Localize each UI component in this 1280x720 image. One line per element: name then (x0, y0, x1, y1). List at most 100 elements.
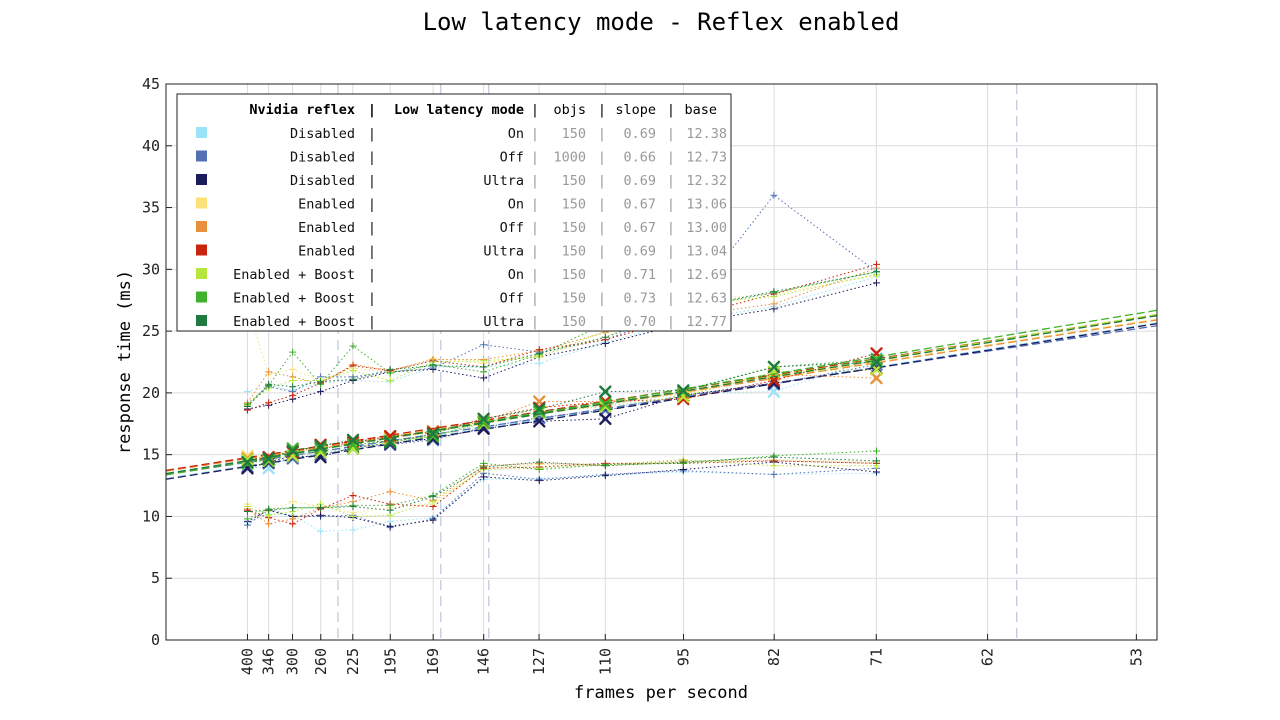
legend-sep: | (531, 173, 539, 189)
legend-sep: | (598, 220, 606, 236)
legend-reflex: Enabled (298, 197, 355, 213)
data-point-plus (289, 391, 297, 399)
data-point-median (599, 385, 612, 398)
x-tick-label: 346 (260, 648, 278, 675)
legend-mode: Ultra (483, 244, 524, 260)
legend-sep: | (667, 126, 675, 142)
x-tick-label: 71 (867, 648, 885, 666)
data-point-median (477, 412, 490, 426)
legend-sep: | (667, 291, 675, 307)
x-tick-label: 225 (344, 648, 362, 675)
legend-header-base: base (684, 102, 717, 118)
x-tick-label: 82 (765, 648, 783, 666)
chart-title: Low latency mode - Reflex enabled (423, 8, 900, 36)
legend-sep: | (667, 267, 675, 283)
x-tick-label: 146 (475, 648, 493, 675)
legend-base: 12.63 (686, 291, 727, 307)
legend-objs: 150 (562, 314, 586, 330)
fit-line (165, 314, 1158, 472)
data-point-plus (873, 260, 881, 268)
data-point-plus (679, 458, 687, 466)
data-point-plus (289, 348, 297, 356)
legend-base: 12.69 (686, 267, 727, 283)
legend-sep: | (598, 126, 606, 142)
data-point-median (346, 438, 360, 451)
legend-mode: On (508, 126, 524, 142)
legend-mode: Ultra (483, 314, 524, 330)
x-tick-label: 400 (238, 648, 256, 675)
legend-rows: Disabled | On | 150 | 0.69 | 12.38 Disabled | Off | 1… (196, 126, 727, 330)
legend-sep: | (531, 220, 539, 236)
legend-sep: | (531, 126, 539, 142)
legend-slope: 0.69 (623, 173, 656, 189)
data-point-plus (265, 520, 273, 528)
legend-swatch (196, 268, 207, 279)
data-point-median (870, 355, 883, 369)
data-point-median (870, 371, 883, 385)
data-point-plus (243, 402, 251, 410)
legend-base: 12.73 (686, 150, 727, 166)
data-point-plus (873, 268, 881, 276)
data-point-plus (386, 506, 394, 514)
data-point-median (767, 360, 781, 374)
data-point-plus (480, 374, 488, 382)
legend-sep: | (667, 197, 675, 213)
median-line (247, 367, 877, 469)
legend-swatch (196, 174, 207, 185)
legend-slope: 0.69 (623, 126, 656, 142)
fit-line (165, 318, 1158, 472)
data-point-plus (873, 457, 881, 465)
data-point-plus (601, 472, 609, 480)
data-point-plus (265, 399, 273, 407)
legend-header-slope: slope (615, 102, 656, 118)
legend-objs: 150 (562, 126, 586, 142)
data-point-plus (289, 520, 297, 528)
data-point-plus (349, 367, 357, 375)
data-point-median (346, 433, 360, 447)
data-point-plus (535, 477, 543, 485)
legend-sep: | (368, 220, 376, 236)
data-point-plus (386, 488, 394, 496)
legend-objs: 150 (562, 197, 586, 213)
fit-line (165, 322, 1158, 480)
legend-objs: 150 (562, 220, 586, 236)
data-point-plus (679, 465, 687, 473)
legend-base: 13.06 (686, 197, 727, 213)
data-point-plus (265, 368, 273, 376)
legend-sep: | (531, 197, 539, 213)
x-tick-label: 127 (530, 648, 548, 675)
legend-sep: | (368, 267, 376, 283)
data-point-median (677, 384, 690, 397)
fit-line (165, 323, 1158, 480)
x-tick-label: 53 (1127, 648, 1145, 666)
legend-swatch (196, 291, 207, 303)
legend-sep: | (598, 173, 606, 189)
data-point-median (767, 365, 781, 379)
legend-slope: 0.67 (623, 220, 656, 236)
data-point-plus (349, 491, 357, 499)
x-tick-label: 300 (284, 648, 302, 675)
legend-sep: | (667, 173, 675, 189)
data-point-plus (289, 504, 297, 512)
legend-sep: | (368, 150, 376, 166)
data-point-plus (601, 333, 609, 341)
data-point-plus (317, 527, 325, 535)
legend-header-sep: | (598, 102, 606, 118)
x-tick-label: 169 (424, 648, 442, 675)
data-point-plus (770, 470, 778, 478)
data-point-plus (535, 458, 543, 466)
data-point-median (533, 415, 546, 428)
legend-sep: | (667, 314, 675, 330)
data-point-plus (317, 511, 325, 519)
fit-line (165, 325, 1158, 476)
legend-sep: | (598, 244, 606, 260)
data-point-plus (317, 388, 325, 396)
plot-frame (165, 83, 1158, 641)
legend-slope: 0.73 (623, 291, 656, 307)
legend-sep: | (667, 244, 675, 260)
data-point-plus (601, 462, 609, 470)
legend-reflex: Disabled (290, 173, 355, 189)
data-point-plus (289, 377, 297, 385)
x-axis-label: frames per second (574, 683, 748, 703)
